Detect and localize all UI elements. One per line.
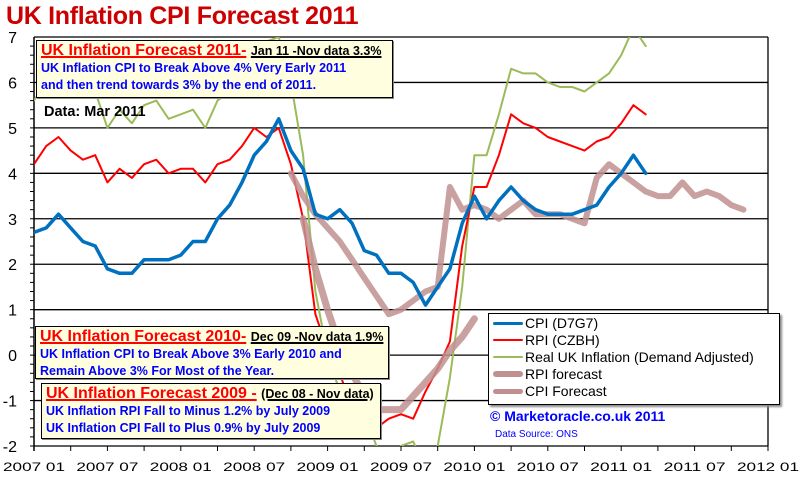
legend-label-real-inflation: Real UK Inflation (Demand Adjusted) [525, 349, 754, 365]
x-tick-label: 2007 01 [3, 460, 65, 474]
data-date-label: Data: Mar 2011 [44, 104, 146, 120]
note-2009-line-1: UK Inflation RPI Fall to Minus 1.2% by J… [46, 404, 331, 418]
note-2010-line-2: Remain Above 3% For Most of the Year. [40, 364, 275, 378]
note-forecast-2010: UK Inflation Forecast 2010- Dec 09 -Nov … [35, 326, 389, 379]
legend-item-rpi-forecast: RPI forecast [493, 366, 602, 382]
legend-item-real-inflation: Real UK Inflation (Demand Adjusted) [493, 349, 754, 365]
y-tick-label: 7 [8, 30, 17, 47]
note-2011-heading: UK Inflation Forecast 2011- [41, 42, 247, 59]
y-tick-label: 0 [8, 348, 17, 365]
note-2011-line-1: UK Inflation CPI to Break Above 4% Very … [41, 61, 347, 75]
legend: CPI (D7G7) RPI (CZBH) Real UK Inflation … [488, 313, 780, 405]
note-forecast-2011: UK Inflation Forecast 2011- Jan 11 -Nov … [36, 40, 393, 98]
legend-label-cpi: CPI (D7G7) [525, 315, 599, 331]
legend-item-cpi-forecast: CPI Forecast [493, 383, 607, 399]
legend-swatch-real-inflation [493, 356, 523, 358]
series-line-rpi-forecast [299, 215, 478, 414]
y-tick-label: -1 [3, 394, 17, 411]
y-tick-label: 5 [8, 121, 17, 138]
legend-swatch-cpi-forecast [493, 388, 523, 394]
y-tick-label: 6 [8, 75, 17, 92]
series-line-cpi-forecast [287, 161, 747, 318]
note-2010-subheading: Dec 09 -Nov data 1.9% [250, 330, 384, 344]
x-tick-label: 2011 01 [590, 460, 652, 474]
legend-item-cpi: CPI (D7G7) [493, 315, 598, 331]
series-line-cpi-d7g7 [34, 117, 648, 307]
x-tick-label: 2009 01 [297, 460, 359, 474]
x-tick-label: 2007 07 [76, 460, 138, 474]
note-2010-line-1: UK Inflation CPI to Break Above 3% Early… [40, 347, 342, 361]
legend-label-rpi-forecast: RPI forecast [525, 366, 603, 382]
axes: -2 -1 0 1 2 3 4 5 6 7 2007 01 2007 07 2008 01 2008 07… [3, 30, 800, 474]
chart-title: UK Inflation CPI Forecast 2011 [6, 2, 359, 30]
note-2010-heading: UK Inflation Forecast 2010- [40, 328, 247, 345]
y-tick-label: 1 [8, 303, 17, 320]
y-tick-label: 3 [8, 212, 17, 229]
note-2009-heading: UK Inflation Forecast 2009 - [46, 385, 257, 402]
note-forecast-2009: UK Inflation Forecast 2009 - (Dec 08 - N… [41, 383, 381, 439]
y-tick-label: 2 [8, 257, 17, 274]
x-tick-label: 2010 07 [517, 460, 579, 474]
note-2009-subheading: (Dec 08 - Nov data) [261, 387, 374, 401]
legend-label-cpi-forecast: CPI Forecast [525, 383, 607, 399]
x-tick-label: 2008 01 [150, 460, 212, 474]
x-tick-label: 2011 07 [664, 460, 726, 474]
note-2011-subheading: Jan 11 -Nov data 3.3% [250, 44, 382, 58]
y-tick-label: 4 [8, 166, 17, 183]
note-2011-line-2: and then trend towards 3% by the end of … [41, 78, 317, 92]
x-tick-label: 2008 07 [223, 460, 285, 474]
x-tick-label: 2009 07 [370, 460, 432, 474]
legend-swatch-rpi-forecast [493, 371, 523, 377]
legend-item-rpi: RPI (CZBH) [493, 332, 600, 348]
copyright-text: © Marketoracle.co.uk 2011 [490, 408, 666, 424]
legend-swatch-rpi [493, 339, 523, 341]
note-2009-line-2: UK Inflation CPI Fall to Plus 0.9% by Ju… [46, 421, 321, 435]
x-tick-label: 2010 01 [443, 460, 505, 474]
legend-label-rpi: RPI (CZBH) [525, 332, 600, 348]
x-tick-label: 2012 01 [737, 460, 799, 474]
y-tick-label: -2 [3, 439, 17, 456]
data-source-text: Data Source: ONS [495, 429, 578, 440]
legend-swatch-cpi [493, 321, 523, 325]
